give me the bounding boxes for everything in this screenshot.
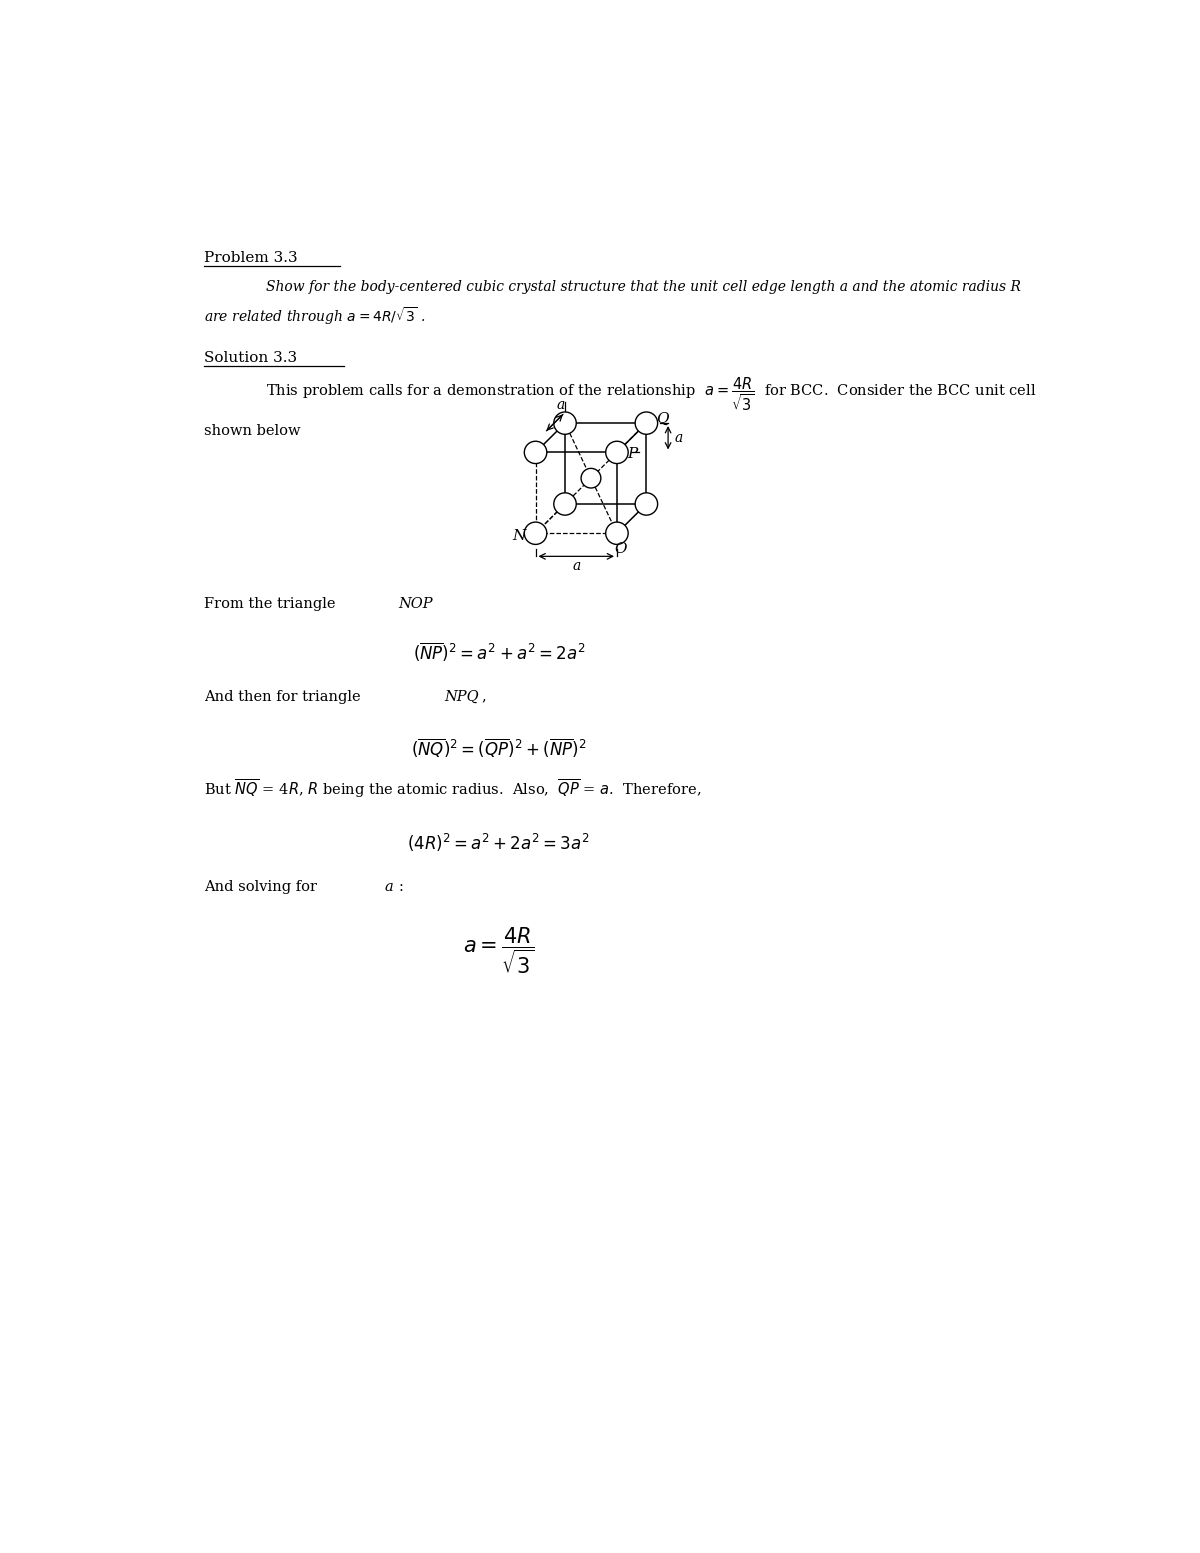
Circle shape (524, 441, 547, 463)
Text: N: N (512, 528, 526, 542)
Text: And then for triangle: And then for triangle (204, 690, 366, 704)
Text: are related through $a = 4R/\sqrt{3}$ .: are related through $a = 4R/\sqrt{3}$ . (204, 304, 426, 326)
Text: This problem calls for a demonstration of the relationship  $a = \dfrac{4R}{\sqr: This problem calls for a demonstration o… (266, 376, 1037, 413)
Text: a: a (385, 881, 394, 895)
Text: ,: , (481, 690, 486, 704)
Text: O: O (614, 542, 628, 556)
Circle shape (635, 492, 658, 516)
Text: a: a (572, 559, 581, 573)
Text: a: a (674, 430, 683, 444)
Text: $(4R)^2 = a^2 + 2a^2 = 3a^2$: $(4R)^2 = a^2 + 2a^2 = 3a^2$ (408, 832, 590, 854)
Text: NOP: NOP (398, 598, 433, 612)
Text: And solving for: And solving for (204, 881, 322, 895)
Circle shape (553, 412, 576, 435)
Text: a: a (557, 399, 564, 413)
Text: $(\overline{NQ})^2 = (\overline{QP})^2 + (\overline{NP})^2$: $(\overline{NQ})^2 = (\overline{QP})^2 +… (412, 736, 587, 759)
Circle shape (606, 441, 628, 463)
Text: Show for the body-centered cubic crystal structure that the unit cell edge lengt: Show for the body-centered cubic crystal… (266, 280, 1021, 294)
Text: $a = \dfrac{4R}{\sqrt{3}}$: $a = \dfrac{4R}{\sqrt{3}}$ (463, 926, 534, 977)
Circle shape (635, 412, 658, 435)
Text: From the triangle: From the triangle (204, 598, 341, 612)
Text: $(\overline{NP})^2 = a^2 + a^2 = 2a^2$: $(\overline{NP})^2 = a^2 + a^2 = 2a^2$ (413, 641, 584, 663)
Text: But $\overline{NQ}$ = 4$R$, $R$ being the atomic radius.  Also,  $\overline{QP}$: But $\overline{NQ}$ = 4$R$, $R$ being th… (204, 778, 702, 800)
Circle shape (581, 469, 601, 488)
Text: P: P (628, 447, 637, 461)
Circle shape (524, 522, 547, 545)
Text: Solution 3.3: Solution 3.3 (204, 351, 298, 365)
Text: NPQ: NPQ (444, 690, 479, 704)
Text: :: : (398, 881, 403, 895)
Text: Q: Q (655, 412, 668, 426)
Text: Problem 3.3: Problem 3.3 (204, 252, 298, 266)
Text: shown below: shown below (204, 424, 301, 438)
Circle shape (553, 492, 576, 516)
Circle shape (606, 522, 628, 545)
